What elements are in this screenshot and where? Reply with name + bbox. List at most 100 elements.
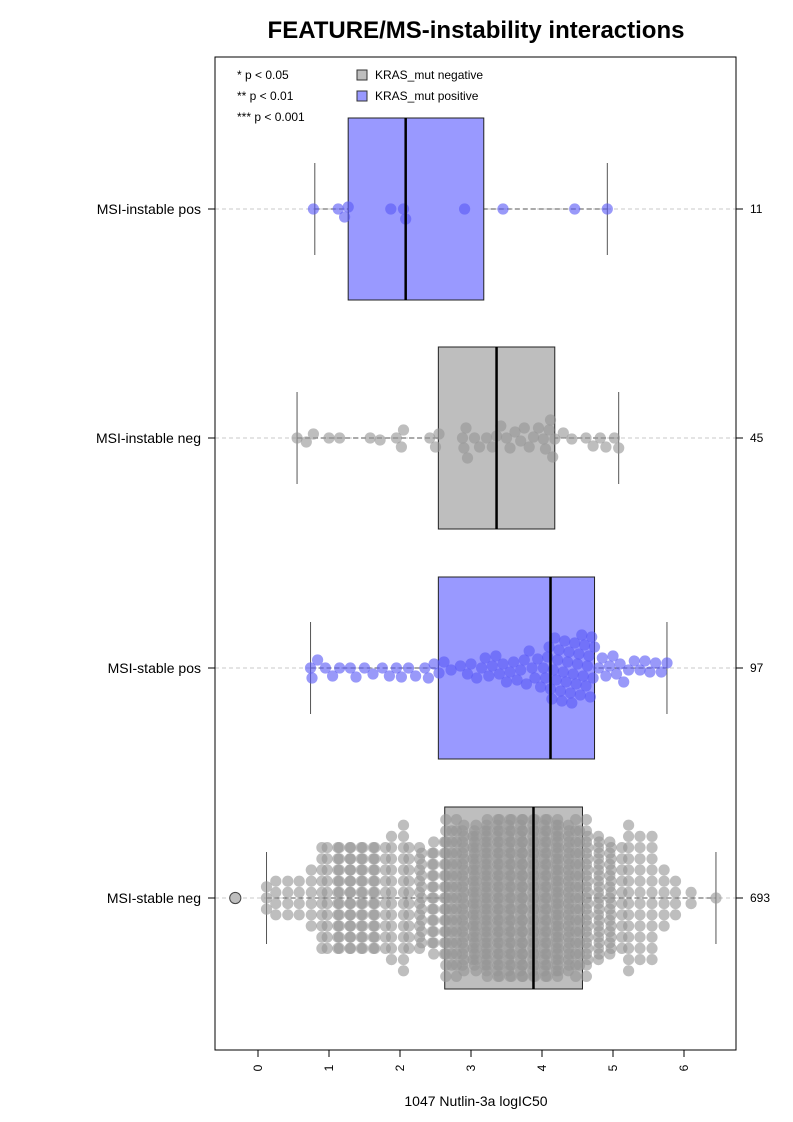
- data-point: [579, 639, 591, 651]
- x-axis-label: 1047 Nutlin-3a logIC50: [404, 1093, 547, 1109]
- data-point: [493, 892, 505, 904]
- data-point: [527, 431, 540, 443]
- data-point: [541, 892, 553, 904]
- data-point: [569, 637, 581, 649]
- data-point: [481, 847, 493, 859]
- data-point: [505, 937, 518, 949]
- data-point: [470, 875, 482, 887]
- data-point: [605, 909, 617, 921]
- data-point: [623, 931, 635, 943]
- data-point: [428, 858, 440, 871]
- data-point: [505, 881, 518, 893]
- data-point: [614, 658, 626, 670]
- data-point: [608, 432, 621, 444]
- data-point: [560, 676, 572, 688]
- data-point: [529, 903, 541, 915]
- data-point: [481, 937, 493, 949]
- data-point: [403, 942, 415, 955]
- legend-label: KRAS_mut positive: [375, 89, 479, 103]
- data-point: [552, 842, 564, 854]
- data-point: [458, 909, 470, 921]
- x-axis: 0 1 2 3 4 5 6: [251, 1049, 691, 1071]
- data-point: [552, 909, 564, 921]
- data-point: [291, 432, 303, 444]
- data-point: [529, 814, 541, 826]
- data-point: [454, 660, 466, 672]
- data-point: [385, 203, 397, 215]
- data-point: [282, 886, 294, 899]
- data-point: [270, 898, 282, 910]
- data-point: [518, 422, 530, 434]
- data-point: [570, 858, 582, 871]
- data-point: [385, 931, 398, 943]
- data-point: [260, 903, 273, 915]
- data-point: [385, 875, 398, 887]
- data-point: [383, 670, 395, 682]
- data-point: [646, 853, 658, 865]
- data-point: [321, 864, 333, 876]
- data-point: [390, 662, 402, 674]
- data-point: [490, 650, 502, 662]
- data-point: [470, 898, 482, 910]
- data-point: [305, 875, 317, 887]
- data-point: [580, 680, 592, 692]
- data-point: [582, 920, 594, 932]
- data-point: [570, 825, 582, 837]
- data-point: [570, 914, 582, 927]
- data-point: [428, 937, 440, 949]
- data-point: [321, 898, 333, 910]
- data-point: [416, 937, 428, 949]
- data-point: [593, 914, 605, 927]
- data-point: [458, 442, 470, 454]
- data-point: [369, 920, 381, 932]
- x-tick-label: 3: [464, 1064, 478, 1071]
- data-point: [403, 898, 415, 910]
- data-point: [639, 655, 651, 667]
- data-point: [582, 853, 594, 865]
- data-point: [334, 432, 346, 444]
- data-point: [374, 434, 386, 446]
- data-point: [623, 875, 635, 887]
- data-point: [582, 875, 594, 887]
- data-point: [618, 676, 630, 688]
- data-point: [397, 819, 410, 831]
- data-point: [537, 433, 550, 445]
- data-point: [312, 654, 324, 666]
- data-point: [470, 842, 482, 854]
- data-point: [390, 432, 402, 444]
- data-point: [481, 881, 493, 893]
- data-point: [397, 424, 410, 436]
- data-point: [446, 937, 458, 949]
- data-point: [440, 814, 452, 826]
- data-point: [646, 931, 658, 943]
- data-point: [583, 650, 595, 662]
- data-point: [593, 948, 605, 960]
- data-point: [369, 875, 381, 887]
- data-point: [357, 853, 369, 865]
- data-point: [570, 814, 582, 826]
- data-point: [517, 814, 529, 826]
- data-point: [270, 886, 282, 899]
- data-point: [429, 441, 442, 453]
- data-point: [321, 909, 333, 921]
- data-point: [470, 942, 482, 955]
- data-point: [646, 954, 658, 966]
- data-point: [458, 942, 470, 955]
- x-tick-label: 4: [535, 1064, 549, 1071]
- data-point: [481, 432, 493, 444]
- group-labels: MSI-instable pos 11 MSI-instable neg 45 MSI-…: [96, 201, 770, 906]
- group-count: 97: [750, 661, 764, 675]
- data-point: [623, 830, 635, 843]
- data-point: [493, 847, 505, 859]
- outlier-point: [229, 891, 242, 905]
- data-point: [541, 881, 553, 893]
- data-point: [552, 942, 564, 955]
- data-point: [605, 842, 617, 854]
- data-point: [634, 664, 646, 676]
- data-point: [529, 948, 541, 960]
- data-point: [517, 959, 529, 971]
- data-point: [628, 655, 640, 667]
- data-point: [504, 442, 516, 454]
- data-point: [593, 662, 605, 674]
- data-point: [584, 691, 596, 703]
